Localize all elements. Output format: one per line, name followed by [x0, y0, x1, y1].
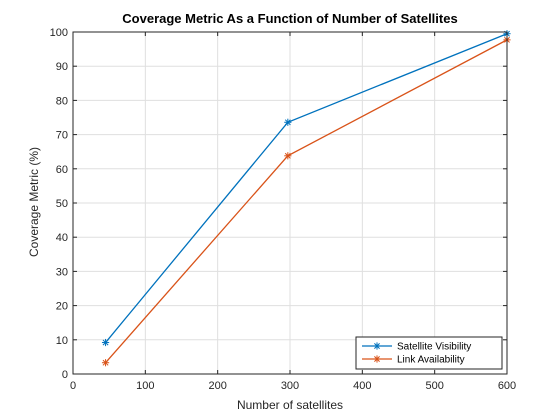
chart-title: Coverage Metric As a Function of Number … — [122, 11, 457, 26]
y-tick-label: 0 — [62, 369, 68, 381]
x-tick-label: 100 — [136, 380, 154, 392]
x-axis: 0 100 200 300 400 500 600 — [70, 32, 516, 392]
y-tick-label: 50 — [56, 198, 68, 210]
legend-item[interactable]: Link Availability — [362, 355, 465, 366]
data-point — [284, 118, 292, 126]
legend-marker — [373, 355, 381, 363]
data-point — [284, 152, 292, 160]
legend[interactable]: Satellite Visibility Link Availability — [355, 336, 503, 370]
x-tick-label: 600 — [498, 380, 516, 392]
y-tick-label: 80 — [56, 95, 68, 107]
series-1 — [101, 30, 511, 347]
data-point — [101, 338, 110, 347]
y-tick-label: 30 — [56, 266, 68, 278]
x-tick-label: 200 — [208, 380, 226, 392]
legend-box — [355, 336, 503, 370]
y-tick-label: 20 — [56, 301, 68, 313]
data-point — [101, 359, 110, 367]
y-axis-label: Coverage Metric (%) — [27, 147, 41, 257]
legend-marker — [373, 342, 381, 350]
y-tick-label: 100 — [50, 27, 68, 39]
series-line — [105, 33, 508, 343]
x-axis-label: Number of satellites — [237, 398, 343, 412]
series-2 — [101, 36, 511, 367]
legend-item[interactable]: Satellite Visibility — [362, 342, 471, 353]
y-tick-label: 40 — [56, 232, 68, 244]
series-line — [105, 39, 508, 364]
plot-area — [101, 30, 511, 367]
y-tick-label: 60 — [56, 164, 68, 176]
legend-label: Link Availability — [397, 355, 465, 366]
y-tick-label: 70 — [56, 130, 68, 142]
y-axis: 0 10 20 30 40 50 60 70 80 90 100 — [50, 27, 507, 381]
x-tick-label: 300 — [281, 380, 299, 392]
x-tick-label: 0 — [70, 380, 76, 392]
legend-label: Satellite Visibility — [397, 342, 471, 353]
grid-lines — [72, 31, 508, 375]
x-tick-label: 500 — [425, 380, 443, 392]
y-tick-label: 90 — [56, 61, 68, 73]
x-tick-label: 400 — [353, 380, 371, 392]
y-tick-label: 10 — [56, 335, 68, 347]
